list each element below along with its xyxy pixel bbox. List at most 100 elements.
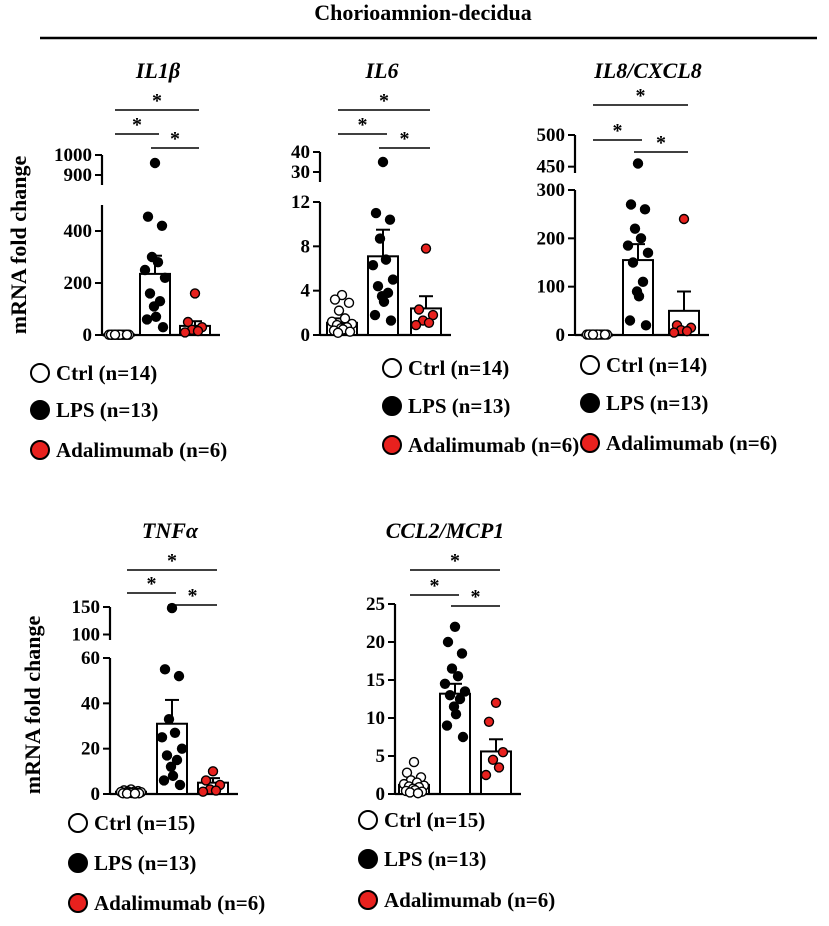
data-point-lps [625,199,637,210]
significance-star: * [132,114,142,136]
legend-label: Adalimumab (n=6) [94,891,265,915]
legend-label: Adalimumab (n=6) [408,433,579,457]
data-point-ctrl [109,329,121,340]
data-point-adalimumab [189,288,201,299]
data-point-lps [380,254,392,265]
significance-star: * [430,575,440,597]
legend-marker [68,893,88,913]
legend-label: LPS (n=13) [606,391,708,415]
data-point-ctrl [329,294,341,305]
legend-marker [30,363,50,383]
data-point-ctrl [408,756,420,768]
legend-label: LPS (n=13) [408,394,510,418]
data-point-lps [441,720,453,731]
legend-marker [358,890,378,910]
panel-title: IL8/CXCL8 [593,58,702,83]
data-point-adalimumab [487,754,499,765]
data-point-lps [159,272,171,283]
data-point-ctrl [129,788,141,799]
data-point-lps [640,320,652,331]
legend-label: LPS (n=13) [94,851,196,875]
data-point-lps [165,761,177,772]
legend-marker [30,440,50,460]
data-point-lps [158,775,170,786]
data-point-adalimumab [493,762,505,773]
legend-label: Ctrl (n=14) [606,353,707,377]
y-tick-label: 0 [301,325,311,346]
legend-label: Ctrl (n=15) [384,808,485,832]
data-point-adalimumab [668,327,680,338]
y-tick-label: 4 [301,281,311,302]
data-point-adalimumab [678,213,690,225]
y-tick-label: 0 [376,784,386,805]
data-point-adalimumab [497,747,509,758]
chart-panel-4: CCL2/MCP1 0 5 10 15 20 25 * * * Ctrl (n=15) LPS (n=… [358,518,555,912]
legend-marker [382,358,402,378]
data-point-lps [444,690,456,701]
data-point-lps [141,314,153,325]
data-point-lps [174,779,186,791]
y-tick-label: 450 [537,157,566,178]
figure-header: Chorioamnion-decidua [314,0,532,25]
data-point-lps [166,602,178,614]
significance-star: * [170,128,180,150]
data-point-ctrl [343,297,355,309]
legend-marker [30,400,50,420]
data-point-lps [635,233,647,244]
y-tick-label: 0 [83,325,93,346]
legend-marker [68,853,88,873]
data-point-adalimumab [207,766,219,777]
data-point-lps [378,296,390,307]
legend-marker [580,433,600,453]
data-point-lps [156,220,168,232]
legend-label: Ctrl (n=14) [408,356,509,380]
data-point-adalimumab [179,327,191,338]
significance-star: * [400,128,410,150]
data-point-lps [377,156,389,168]
data-point-lps [622,240,634,251]
y-tick-label: 15 [366,670,385,691]
data-point-lps [457,731,469,743]
data-point-lps [163,714,175,725]
legend-marker [382,396,402,416]
data-point-lps [173,670,185,682]
data-point-lps [446,663,458,674]
data-point-lps [367,259,379,271]
data-point-lps [452,671,464,682]
data-point-lps [627,257,639,268]
y-tick-label: 40 [291,142,310,163]
y-tick-label: 8 [301,236,311,257]
legend-marker [358,849,378,869]
y-tick-label: 0 [556,325,566,346]
data-point-ctrl [587,329,599,340]
data-point-lps [439,678,451,689]
data-point-adalimumab [210,785,222,796]
significance-star: * [147,573,157,595]
y-tick-label: 300 [537,180,566,201]
data-point-lps [624,315,636,326]
data-point-adalimumab [192,325,204,337]
legend-label: LPS (n=13) [384,847,486,871]
data-point-lps [442,636,454,648]
data-point-lps [637,276,649,288]
y-tick-label: 5 [376,746,386,767]
y-tick-label: 25 [366,594,385,615]
data-point-lps [384,214,396,225]
data-point-adalimumab [480,769,492,781]
data-point-lps [633,291,645,302]
data-point-ctrl [333,305,345,316]
data-point-lps [150,311,162,322]
y-tick-label: 500 [537,125,566,146]
data-point-lps [639,204,651,215]
data-point-lps [169,727,181,738]
data-point-lps [387,274,399,285]
y-tick-label: 200 [537,228,566,249]
y-tick-label: 900 [64,165,93,186]
legend-label: Adalimumab (n=6) [384,888,555,912]
legend-marker [358,810,378,830]
data-point-lps [144,288,156,299]
